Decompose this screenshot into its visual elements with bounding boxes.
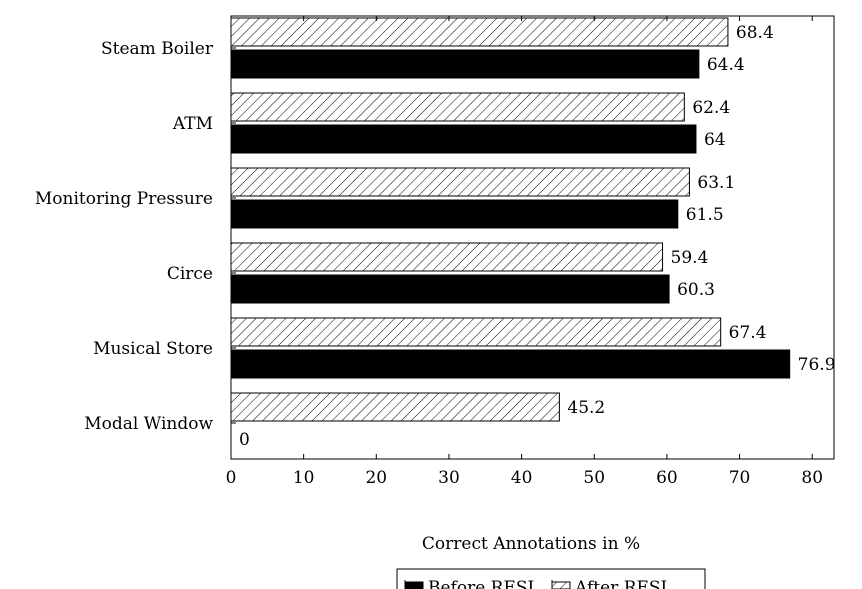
x-tick-label-2: 20 <box>365 468 387 488</box>
plot-area <box>230 15 835 460</box>
value-label-after-1: 62.4 <box>692 98 730 118</box>
legend-label-after: After RESI <box>574 578 667 589</box>
bars <box>230 17 791 422</box>
x-tick-label-8: 80 <box>801 468 823 488</box>
x-tick-label-7: 70 <box>729 468 751 488</box>
value-label-before-4: 76.9 <box>798 355 836 375</box>
category-label-5: Modal Window <box>84 414 213 434</box>
value-label-after-5: 45.2 <box>567 398 605 418</box>
value-label-before-5: 0 <box>239 430 250 450</box>
value-label-before-2: 61.5 <box>686 205 724 225</box>
category-label-1: ATM <box>172 114 213 134</box>
legend-box <box>396 568 706 589</box>
bar-before-4 <box>230 349 791 379</box>
x-tick-label-0: 0 <box>226 468 237 488</box>
category-label-2: Monitoring Pressure <box>35 189 213 209</box>
category-label-0: Steam Boiler <box>101 39 214 59</box>
value-label-before-1: 64 <box>704 130 726 150</box>
bar-before-1 <box>230 124 697 154</box>
value-label-after-2: 63.1 <box>697 173 735 193</box>
y-axis: Steam Boiler ATM Monitoring Pressure Circe M… <box>35 39 236 434</box>
x-tick-label-1: 10 <box>293 468 315 488</box>
value-label-before-3: 60.3 <box>677 280 715 300</box>
legend-swatch-after <box>551 581 571 589</box>
value-label-after-0: 68.4 <box>736 23 774 43</box>
bar-after-2 <box>230 167 690 197</box>
x-tick-label-5: 50 <box>583 468 605 488</box>
bar-after-1 <box>230 92 685 122</box>
x-axis: 0 10 20 30 40 50 60 70 80 <box>226 16 823 488</box>
bar-before-0 <box>230 49 700 79</box>
value-label-after-3: 59.4 <box>671 248 709 268</box>
bar-after-4 <box>230 317 722 347</box>
bar-before-2 <box>230 199 679 229</box>
bar-after-5 <box>230 392 560 422</box>
value-label-before-0: 64.4 <box>707 55 745 75</box>
legend-swatch-before <box>404 581 424 589</box>
x-tick-label-4: 40 <box>511 468 533 488</box>
category-label-3: Circe <box>167 264 213 284</box>
x-tick-label-6: 60 <box>656 468 678 488</box>
plot-frame <box>230 15 835 460</box>
value-label-after-4: 67.4 <box>729 323 767 343</box>
bar-after-3 <box>230 242 664 272</box>
value-labels: 68.4 64.4 62.4 64 63.1 61.5 59.4 60.3 67.4 76.9 45… <box>239 23 836 450</box>
x-tick-label-3: 30 <box>438 468 460 488</box>
x-axis-label: Correct Annotations in % <box>422 534 640 554</box>
legend: Before RESI After RESI <box>396 568 706 589</box>
bar-before-3 <box>230 274 670 304</box>
legend-label-before: Before RESI <box>428 578 534 589</box>
bar-after-0 <box>230 17 729 47</box>
category-label-4: Musical Store <box>93 339 213 359</box>
